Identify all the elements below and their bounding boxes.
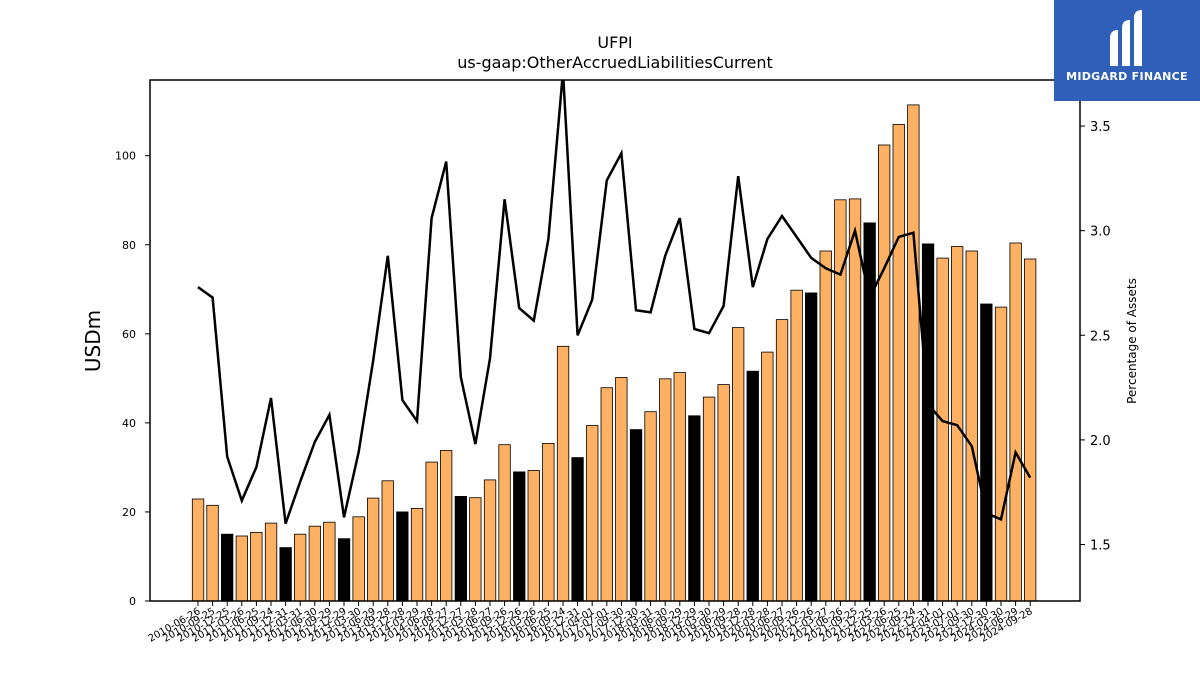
bar bbox=[629, 429, 643, 602]
bar bbox=[878, 144, 891, 602]
brand-logo: MIDGARD FINANCE bbox=[1054, 0, 1200, 101]
bar bbox=[542, 442, 555, 602]
bar bbox=[396, 511, 409, 602]
pct-assets-line bbox=[197, 80, 1032, 525]
y-tick-label: 0 bbox=[129, 595, 136, 608]
bar bbox=[439, 450, 453, 602]
bar bbox=[732, 327, 745, 602]
line-layer bbox=[197, 80, 1032, 525]
y-axis-label: USDm bbox=[81, 310, 105, 372]
bar bbox=[454, 495, 468, 602]
bar bbox=[556, 345, 570, 602]
bar bbox=[980, 303, 993, 602]
bar bbox=[702, 396, 716, 602]
y-tick-label: 80 bbox=[122, 239, 136, 252]
bar bbox=[805, 292, 818, 602]
bar bbox=[761, 351, 774, 602]
bar bbox=[673, 372, 686, 602]
bar bbox=[848, 198, 862, 602]
bar bbox=[293, 533, 307, 602]
bar bbox=[352, 516, 365, 602]
bar bbox=[965, 250, 978, 602]
bar bbox=[907, 104, 920, 602]
y-tick-label: 20 bbox=[122, 506, 136, 519]
bar bbox=[323, 521, 336, 602]
bar bbox=[659, 378, 672, 602]
bar bbox=[527, 470, 540, 602]
bar bbox=[410, 507, 424, 602]
y2-axis-label: Percentage of Assets bbox=[1125, 278, 1139, 404]
bar bbox=[571, 457, 584, 602]
bar bbox=[644, 411, 657, 602]
bars-layer bbox=[191, 104, 1037, 602]
bar bbox=[775, 319, 789, 602]
bar bbox=[892, 124, 905, 602]
bar bbox=[337, 538, 351, 602]
bar bbox=[264, 522, 278, 602]
bar bbox=[483, 479, 497, 602]
y-tick-label: 60 bbox=[122, 328, 136, 341]
bar bbox=[790, 289, 803, 602]
bar bbox=[206, 504, 219, 602]
chart-title: UFPI bbox=[597, 33, 632, 52]
chart-subtitle: us-gaap:OtherAccruedLiabilitiesCurrent bbox=[457, 53, 773, 72]
bar bbox=[308, 525, 322, 602]
bar bbox=[936, 257, 949, 602]
bar bbox=[615, 377, 628, 602]
bar bbox=[586, 425, 599, 602]
bar bbox=[746, 370, 759, 602]
midgard-logo-icon bbox=[1110, 10, 1142, 66]
bar bbox=[688, 415, 701, 602]
bar bbox=[717, 384, 730, 602]
bar bbox=[220, 533, 234, 602]
bar bbox=[381, 480, 394, 602]
bar bbox=[994, 306, 1008, 602]
y2-tick-label: 3.5 bbox=[1090, 120, 1111, 135]
bar bbox=[819, 250, 832, 602]
bar bbox=[921, 243, 935, 602]
bar bbox=[279, 547, 292, 602]
plot-frame bbox=[149, 79, 1081, 602]
bar bbox=[235, 535, 249, 602]
bar bbox=[1009, 242, 1022, 602]
y-tick-label: 100 bbox=[115, 150, 136, 163]
bar bbox=[250, 532, 263, 602]
bar bbox=[191, 498, 205, 602]
y2-tick-label: 1.5 bbox=[1090, 539, 1111, 554]
bar bbox=[600, 387, 613, 602]
logo-text: MIDGARD FINANCE bbox=[1066, 70, 1188, 83]
bar bbox=[513, 471, 526, 602]
y2-tick-label: 2.5 bbox=[1090, 329, 1111, 344]
bar bbox=[469, 497, 482, 602]
y2-tick-label: 3.0 bbox=[1090, 225, 1111, 240]
bar bbox=[1024, 258, 1037, 602]
bar bbox=[498, 444, 511, 602]
bar bbox=[425, 461, 438, 602]
y2-tick-label: 2.0 bbox=[1090, 434, 1111, 449]
y-tick-label: 40 bbox=[122, 417, 136, 430]
axes-layer: 0204060801001.52.02.53.03.52010-06-26201… bbox=[115, 79, 1111, 645]
bar bbox=[366, 497, 380, 602]
